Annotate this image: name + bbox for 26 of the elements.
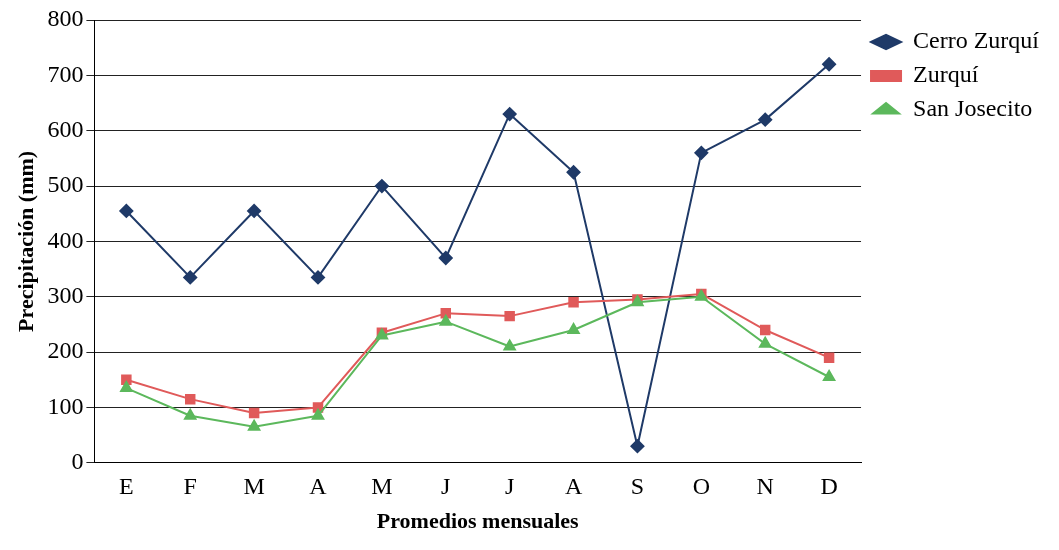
x-tick-label: A: [309, 473, 328, 500]
x-tick-label: E: [119, 473, 134, 500]
y-tick-label: 100: [47, 392, 84, 419]
x-tick-label: J: [504, 473, 515, 500]
x-tick-label: N: [756, 473, 774, 500]
x-axis-title: Promedios mensuales: [376, 508, 580, 534]
x-tick-label: F: [183, 473, 197, 500]
y-tick-label: 200: [47, 337, 84, 364]
legend-label: Zurquí: [913, 61, 979, 88]
y-tick-label: 600: [47, 116, 84, 142]
y-tick-label: 300: [47, 282, 84, 309]
x-tick-label: A: [564, 473, 583, 500]
legend-label: San Josecito: [913, 95, 1033, 122]
x-tick-label: M: [243, 473, 265, 500]
x-tick-label: M: [371, 473, 393, 500]
y-axis-title: Precipitación (mm): [12, 150, 38, 332]
y-tick-label: 700: [47, 60, 84, 87]
y-tick-label: 500: [47, 171, 84, 198]
x-tick-label: O: [692, 473, 710, 500]
x-tick-label: D: [820, 473, 838, 500]
y-tick-label: 800: [47, 5, 84, 32]
y-tick-label: 0: [71, 448, 84, 475]
x-tick-label: S: [630, 473, 645, 500]
y-tick-label: 400: [47, 226, 84, 253]
legend-label: Cerro Zurquí: [913, 27, 1040, 54]
x-tick-label: J: [441, 473, 451, 500]
